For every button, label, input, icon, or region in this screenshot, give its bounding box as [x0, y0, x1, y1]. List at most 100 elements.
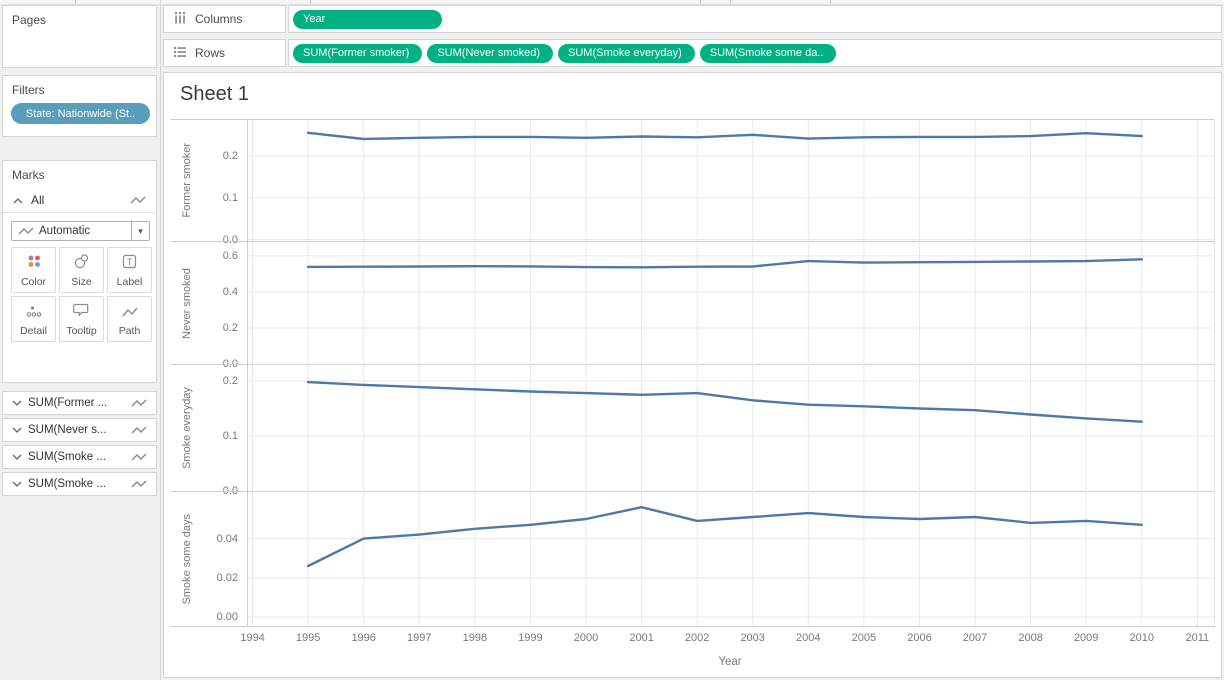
plot-right-border: [1214, 119, 1215, 626]
x-tick-label: 1998: [462, 632, 488, 644]
y-axis-line: [247, 119, 248, 626]
rows-shelf[interactable]: SUM(Former smoker) SUM(Never smoked) SUM…: [288, 39, 1222, 67]
marks-card-all[interactable]: All: [3, 187, 156, 213]
chevron-down-icon[interactable]: [12, 478, 22, 490]
chart-panel-never-smoked: [247, 241, 1214, 365]
panel-divider: [171, 625, 1215, 627]
filters-shelf[interactable]: Filters State: Nationwide (St..: [2, 75, 157, 137]
line-mark-icon: [131, 479, 147, 489]
x-axis-title: Year: [718, 656, 742, 668]
chart-panel-smoke-everyday: [247, 364, 1214, 492]
x-tick-label: 1994: [240, 632, 265, 644]
field-card-label: SUM(Never s...: [28, 424, 107, 436]
chevron-down-icon[interactable]: [12, 397, 22, 409]
tooltip-button[interactable]: Tooltip: [59, 296, 104, 342]
y-tick-label: 0.02: [216, 571, 238, 584]
field-card-smoke-everyday[interactable]: SUM(Smoke ...: [2, 445, 157, 469]
path-button[interactable]: Path: [107, 296, 152, 342]
x-tick-label: 1995: [295, 632, 321, 644]
sheet-card: Sheet 1 Year 0.2 0.1 0.0 Former smoker 0.6 0.…: [163, 72, 1222, 678]
pill-sum-smoke-some-days[interactable]: SUM(Smoke some da..: [699, 43, 837, 63]
detail-button-label: Detail: [20, 325, 47, 337]
mark-type-dropdown[interactable]: Automatic ▾: [11, 221, 150, 241]
pill-sum-former-smoker[interactable]: SUM(Former smoker): [293, 43, 423, 63]
x-tick-label: 2001: [629, 632, 654, 644]
rows-shelf-label: Rows: [163, 39, 286, 67]
pill-sum-never-smoked[interactable]: SUM(Never smoked): [427, 43, 554, 63]
field-card-label: SUM(Smoke ...: [28, 478, 106, 490]
mark-buttons: Color Size T Label: [11, 247, 152, 342]
x-tick-label: 2008: [1018, 632, 1043, 644]
x-tick-label: 2007: [962, 632, 988, 644]
field-card-label: SUM(Former ...: [28, 397, 108, 409]
chevron-down-icon[interactable]: ▾: [131, 222, 149, 240]
size-button[interactable]: Size: [59, 247, 104, 293]
line-mark-icon: [131, 452, 147, 462]
filter-pill-state[interactable]: State: Nationwide (St..: [11, 103, 150, 124]
line-mark-icon: [131, 425, 147, 435]
filters-label: Filters: [12, 83, 45, 97]
x-tick-label: 1996: [351, 632, 376, 644]
chevron-down-icon[interactable]: [12, 424, 22, 436]
y-tick-label: 0.6: [222, 249, 238, 262]
sheet-title: Sheet 1: [180, 83, 249, 105]
field-card-former-smoker[interactable]: SUM(Former ...: [2, 391, 157, 415]
panel-divider: [171, 241, 1215, 242]
field-card-label: SUM(Smoke ...: [28, 451, 106, 463]
toolbar-remnant: [0, 0, 1224, 5]
rows-icon: [173, 45, 187, 61]
detail-button[interactable]: Detail: [11, 296, 56, 342]
columns-shelf-label: Columns: [163, 5, 286, 33]
chart-panel-smoke-some-days: [247, 491, 1214, 626]
color-button-label: Color: [20, 276, 47, 288]
pill-sum-smoke-everyday[interactable]: SUM(Smoke everyday): [558, 43, 695, 63]
chart-panel-former-smoker: [247, 119, 1214, 242]
label-button-label: Label: [116, 276, 143, 288]
line-mark-smoke-some-days[interactable]: [306, 505, 1143, 568]
marks-label: Marks: [12, 168, 45, 182]
color-button[interactable]: Color: [11, 247, 56, 293]
detail-icon: [26, 305, 42, 323]
x-tick-label: 2011: [1185, 632, 1210, 644]
x-tick-label: 1997: [407, 632, 432, 644]
chevron-down-icon[interactable]: [12, 451, 22, 463]
panel-axis-title: Smoke everyday: [181, 387, 193, 469]
path-button-label: Path: [118, 325, 141, 337]
y-tick-label: 0.4: [222, 285, 238, 298]
pages-shelf[interactable]: Pages: [2, 5, 157, 68]
y-tick-label: 0.0: [222, 233, 238, 246]
svg-text:T: T: [127, 257, 133, 267]
chevron-up-icon[interactable]: [13, 193, 23, 207]
line-mark-never-smoked[interactable]: [306, 258, 1143, 269]
y-tick-label: 0.2: [222, 375, 238, 387]
columns-icon: [173, 11, 187, 27]
field-card-never-smoked[interactable]: SUM(Never s...: [2, 418, 157, 442]
label-button[interactable]: T Label: [107, 247, 152, 293]
tooltip-icon: [73, 303, 90, 323]
y-tick-label: 0.1: [222, 191, 238, 204]
panel-axis-title: Former smoker: [181, 142, 193, 218]
x-tick-label: 2000: [573, 632, 599, 644]
columns-label-text: Columns: [195, 12, 243, 26]
y-tick-label: 0.2: [222, 150, 238, 163]
path-icon: [121, 305, 138, 323]
line-mark-icon: [12, 226, 39, 236]
sidebar-divider: [160, 0, 161, 680]
x-tick-label: 2005: [851, 632, 877, 644]
rows-label-text: Rows: [195, 46, 226, 60]
line-mark-smoke-everyday[interactable]: [306, 380, 1143, 423]
field-card-smoke-some-days[interactable]: SUM(Smoke ...: [2, 472, 157, 496]
size-icon: [73, 253, 90, 274]
x-tick-label: 2009: [1073, 632, 1099, 644]
tooltip-button-label: Tooltip: [66, 325, 97, 337]
y-tick-label: 0.1: [222, 430, 238, 442]
marks-card-all-label: All: [31, 192, 45, 207]
panel-axis-title: Smoke some days: [181, 513, 193, 604]
x-tick-label: 2004: [796, 632, 821, 644]
columns-shelf[interactable]: Year: [288, 5, 1222, 33]
line-mark-former-smoker[interactable]: [306, 131, 1143, 141]
x-tick-label: 2002: [684, 632, 710, 644]
line-mark-icon: [130, 195, 146, 205]
mark-type-value: Automatic: [39, 225, 91, 237]
pill-year[interactable]: Year: [293, 9, 442, 29]
